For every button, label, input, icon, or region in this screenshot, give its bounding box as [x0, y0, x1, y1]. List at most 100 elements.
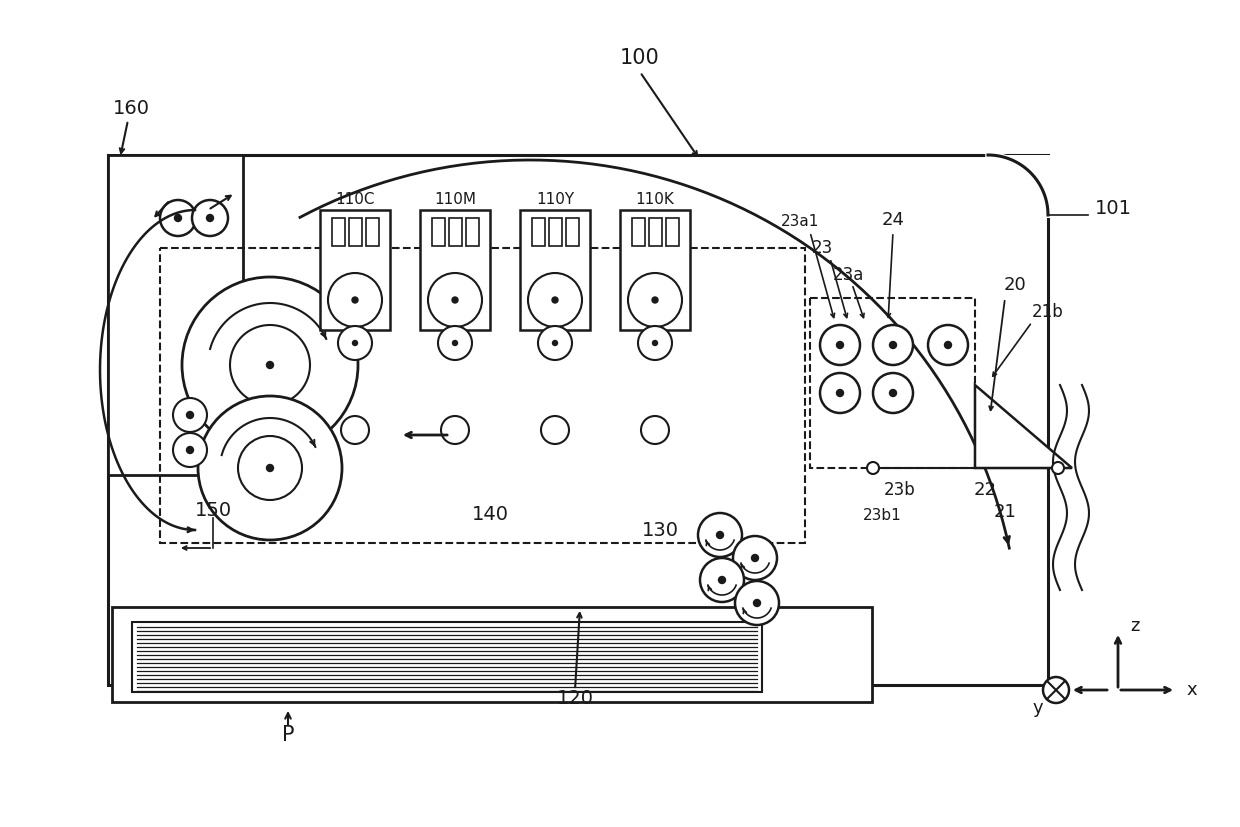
Bar — [649, 218, 662, 246]
Circle shape — [229, 325, 310, 405]
Polygon shape — [975, 385, 1073, 468]
Circle shape — [652, 341, 657, 346]
Bar — [449, 218, 463, 246]
Circle shape — [945, 342, 951, 348]
Circle shape — [441, 416, 469, 444]
Text: 24: 24 — [882, 211, 904, 229]
Circle shape — [1043, 677, 1069, 703]
Bar — [348, 218, 362, 246]
Circle shape — [186, 412, 193, 418]
Circle shape — [552, 297, 558, 303]
Circle shape — [652, 297, 658, 303]
Bar — [112, 607, 872, 702]
Bar — [565, 218, 579, 246]
Text: 21: 21 — [993, 503, 1017, 521]
Circle shape — [837, 342, 843, 348]
Circle shape — [267, 361, 274, 369]
Circle shape — [641, 416, 670, 444]
Text: 130: 130 — [641, 520, 678, 539]
Bar — [520, 210, 590, 330]
Circle shape — [889, 342, 897, 348]
Bar — [131, 622, 763, 692]
Text: 110Y: 110Y — [536, 193, 574, 208]
Circle shape — [207, 214, 213, 222]
Circle shape — [174, 398, 207, 432]
Circle shape — [928, 325, 968, 365]
Circle shape — [453, 297, 458, 303]
Circle shape — [733, 536, 777, 580]
Bar — [466, 218, 479, 246]
Text: 23b1: 23b1 — [863, 508, 901, 523]
Circle shape — [701, 558, 744, 602]
Circle shape — [198, 396, 342, 540]
Bar — [810, 298, 975, 468]
Circle shape — [174, 433, 207, 467]
Text: 23a1: 23a1 — [781, 214, 820, 230]
Circle shape — [820, 325, 861, 365]
Text: 20: 20 — [1003, 276, 1027, 294]
Text: 140: 140 — [471, 505, 508, 524]
Circle shape — [192, 200, 228, 236]
Circle shape — [873, 325, 913, 365]
Circle shape — [160, 200, 196, 236]
Bar — [532, 218, 546, 246]
Circle shape — [837, 390, 843, 396]
Text: 22: 22 — [973, 481, 997, 499]
Bar — [332, 218, 345, 246]
Text: P: P — [281, 725, 294, 745]
Circle shape — [352, 297, 358, 303]
Circle shape — [889, 390, 897, 396]
Bar — [549, 218, 562, 246]
Circle shape — [718, 576, 725, 584]
Circle shape — [352, 341, 357, 346]
Text: 110M: 110M — [434, 193, 476, 208]
Circle shape — [453, 341, 458, 346]
Text: 23a: 23a — [832, 266, 864, 284]
Circle shape — [528, 273, 582, 327]
Bar — [420, 210, 490, 330]
Circle shape — [341, 416, 370, 444]
Circle shape — [553, 341, 558, 346]
Circle shape — [751, 554, 759, 562]
Text: 120: 120 — [557, 689, 594, 708]
Text: 110K: 110K — [636, 193, 675, 208]
Text: z: z — [1130, 617, 1140, 635]
Circle shape — [541, 416, 569, 444]
Bar — [432, 218, 445, 246]
Bar — [620, 210, 689, 330]
Text: x: x — [1185, 681, 1197, 699]
Text: y: y — [1033, 699, 1043, 717]
Bar — [320, 210, 391, 330]
Circle shape — [267, 465, 274, 471]
Text: 21b: 21b — [1032, 303, 1064, 321]
Text: 150: 150 — [195, 500, 232, 519]
Circle shape — [339, 326, 372, 360]
Bar — [666, 218, 680, 246]
Circle shape — [820, 373, 861, 413]
Circle shape — [639, 326, 672, 360]
Circle shape — [873, 373, 913, 413]
Circle shape — [538, 326, 572, 360]
Circle shape — [438, 326, 472, 360]
Text: 100: 100 — [620, 48, 660, 68]
Bar — [366, 218, 379, 246]
Circle shape — [717, 532, 723, 538]
Text: 101: 101 — [1095, 198, 1132, 218]
Circle shape — [698, 513, 742, 557]
Circle shape — [867, 462, 879, 474]
Circle shape — [238, 436, 303, 500]
Circle shape — [186, 447, 193, 453]
Bar — [108, 155, 243, 475]
Text: 160: 160 — [113, 98, 150, 117]
Circle shape — [735, 581, 779, 625]
Circle shape — [329, 273, 382, 327]
Text: 110C: 110C — [335, 193, 374, 208]
Bar — [160, 248, 805, 543]
Circle shape — [182, 277, 358, 453]
Bar — [632, 218, 645, 246]
Bar — [108, 155, 1048, 685]
Text: 23: 23 — [811, 239, 832, 257]
Circle shape — [428, 273, 482, 327]
Circle shape — [627, 273, 682, 327]
Text: 23b: 23b — [884, 481, 916, 499]
